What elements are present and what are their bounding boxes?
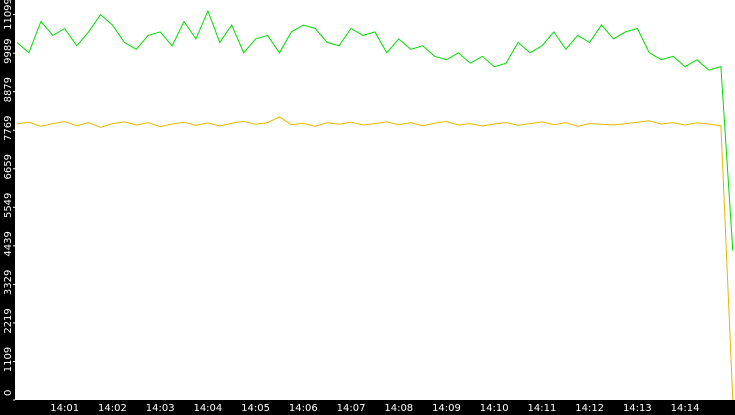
- x-tick-label: 14:13: [623, 403, 652, 414]
- y-tick-label: 0: [3, 390, 14, 396]
- y-tick-label: 2219: [3, 308, 14, 333]
- x-tick-label: 14:06: [289, 403, 318, 414]
- x-tick-label: 14:03: [146, 403, 175, 414]
- y-tick-label: 8879: [3, 77, 14, 102]
- x-tick-label: 14:11: [528, 403, 557, 414]
- y-tick-label: 9989: [3, 38, 14, 63]
- x-tick-label: 14:12: [575, 403, 604, 414]
- y-tick-label: 6659: [3, 154, 14, 179]
- x-tick-label: 14:04: [193, 403, 222, 414]
- y-axis-bar: [0, 0, 15, 415]
- y-tick-label: 3329: [3, 270, 14, 295]
- x-tick-label: 14:08: [384, 403, 413, 414]
- y-tick-label: 4439: [3, 231, 14, 256]
- x-tick-label: 14:09: [432, 403, 461, 414]
- x-tick-label: 14:14: [671, 403, 700, 414]
- y-tick-label: 11099: [3, 0, 14, 30]
- x-tick-label: 14:01: [50, 403, 79, 414]
- y-tick-label: 1109: [3, 347, 14, 372]
- y-tick-label: 7769: [3, 116, 14, 141]
- x-tick-label: 14:07: [337, 403, 366, 414]
- x-tick-label: 14:10: [480, 403, 509, 414]
- series-line: [16, 9, 734, 251]
- series-line: [16, 116, 734, 401]
- x-axis-bar: [0, 400, 735, 415]
- x-tick-label: 14:02: [98, 403, 127, 414]
- x-tick-label: 14:05: [241, 403, 270, 414]
- y-tick-label: 5549: [3, 193, 14, 218]
